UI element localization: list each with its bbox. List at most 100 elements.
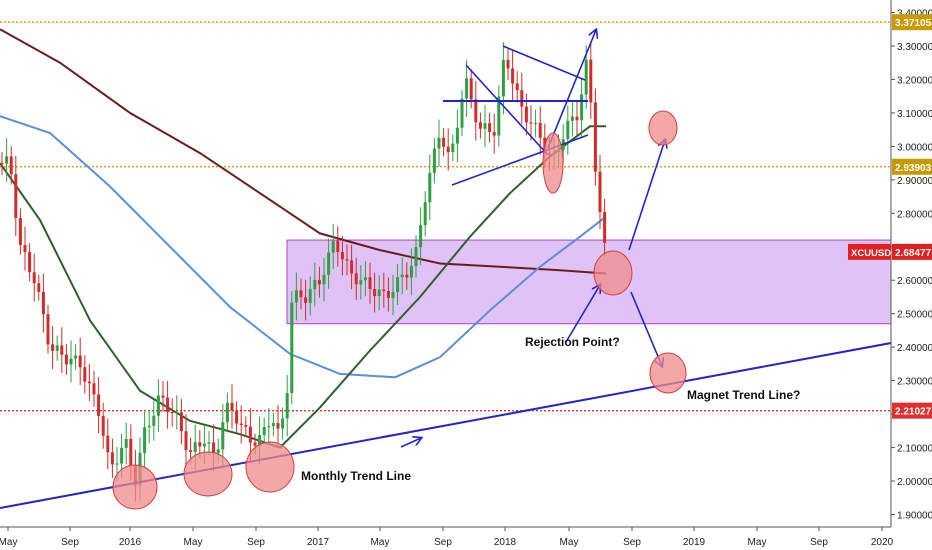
highlight-circle <box>542 132 564 194</box>
y-tick-label: 3.20000 <box>897 75 932 86</box>
candle-body <box>419 225 423 248</box>
candle-body <box>488 123 492 133</box>
candle-body <box>373 289 377 297</box>
resistance-zone <box>286 239 892 325</box>
highlight-circle <box>593 250 633 296</box>
y-tick-label: 2.10000 <box>897 444 932 455</box>
candle-body <box>382 289 386 291</box>
candle-body <box>106 435 110 453</box>
candle-body <box>207 442 211 444</box>
candle-body <box>520 90 524 107</box>
candle-body <box>276 423 280 429</box>
candle-body <box>304 297 308 303</box>
price-level-badge <box>892 402 932 419</box>
x-tick-label: 2018 <box>494 537 517 548</box>
candle-body <box>437 137 441 149</box>
price-level-badge <box>892 14 932 31</box>
highlight-circle <box>245 441 295 493</box>
triangle-lower-line <box>451 134 589 186</box>
y-tick-label: 2.40000 <box>897 343 932 354</box>
candle-body <box>235 410 239 424</box>
candle-body <box>147 425 151 428</box>
candle-body <box>377 289 381 297</box>
candle-body <box>515 83 519 91</box>
candle-body <box>41 291 45 315</box>
candle-body <box>46 314 50 345</box>
y-tick-label: 3.00000 <box>897 142 932 153</box>
candle-body <box>414 247 418 266</box>
candle-body <box>603 212 607 243</box>
candle-body <box>87 381 91 384</box>
candle-body <box>129 439 133 466</box>
candle-body <box>262 426 266 435</box>
candle-body <box>386 290 390 299</box>
moving-average-line <box>0 28 607 275</box>
candle-body <box>101 415 105 436</box>
x-tick-label: 2020 <box>871 537 894 548</box>
candle-body <box>308 289 312 303</box>
x-tick-label: Sep <box>247 537 265 548</box>
candle-body <box>478 122 482 129</box>
candle-body <box>501 60 505 97</box>
candle-body <box>179 412 183 432</box>
candle-body <box>313 279 317 290</box>
candle-body <box>455 127 459 144</box>
y-tick-label: 2.30000 <box>897 377 932 388</box>
candle-body <box>584 59 588 95</box>
highlight-circle <box>183 451 233 497</box>
symbol-badge <box>848 243 891 260</box>
candle-body <box>225 402 229 423</box>
candle-body <box>285 393 289 419</box>
price-level-badge-label: 2.93903 <box>895 163 932 174</box>
candle-body <box>28 252 32 273</box>
candle-body <box>529 122 533 124</box>
candle-body <box>598 171 602 213</box>
candle-body <box>469 78 473 100</box>
y-tick-label: 1.90000 <box>897 511 932 522</box>
current-price-badge <box>892 243 932 260</box>
candle-body <box>363 277 367 281</box>
price-level-badge-label: 2.21027 <box>895 407 932 418</box>
candle-body <box>175 412 179 414</box>
candle-body <box>32 272 36 284</box>
candle-body <box>23 245 27 253</box>
candle-body <box>198 442 202 447</box>
candle-body <box>460 98 464 128</box>
candle-body <box>9 156 13 175</box>
candle-body <box>115 463 119 465</box>
candle-body <box>0 163 4 165</box>
candle-body <box>267 426 271 428</box>
candle-body <box>345 259 349 261</box>
highlight-circle <box>649 352 687 394</box>
candle-body <box>120 447 124 464</box>
candle-body <box>110 452 114 465</box>
x-tick-label: May <box>0 537 17 548</box>
candle-body <box>575 116 579 121</box>
candle-body <box>340 252 344 260</box>
candle-body <box>322 274 326 285</box>
highlight-circle <box>648 110 678 146</box>
candle-body <box>465 78 469 99</box>
breakout-arrow <box>547 30 596 149</box>
candle-body <box>161 395 165 398</box>
candle-body <box>281 418 285 429</box>
candle-body <box>216 449 220 454</box>
candle-body <box>239 423 243 426</box>
candle-body <box>593 102 597 172</box>
candle-body <box>589 59 593 103</box>
candle-body <box>143 427 147 453</box>
candle-body <box>391 292 395 299</box>
current-price-label: 2.68477 <box>895 248 932 259</box>
candle-body <box>74 355 78 359</box>
candle-body <box>189 450 193 452</box>
x-tick-label: May <box>371 537 390 548</box>
x-tick-label: Sep <box>434 537 452 548</box>
candle-body <box>524 106 528 123</box>
candle-body <box>396 277 400 293</box>
candle-body <box>14 174 18 219</box>
highlight-circle <box>112 464 158 510</box>
candle-body <box>497 96 501 136</box>
candle-body <box>294 290 298 303</box>
candle-body <box>350 260 354 274</box>
candle-body <box>248 426 252 443</box>
